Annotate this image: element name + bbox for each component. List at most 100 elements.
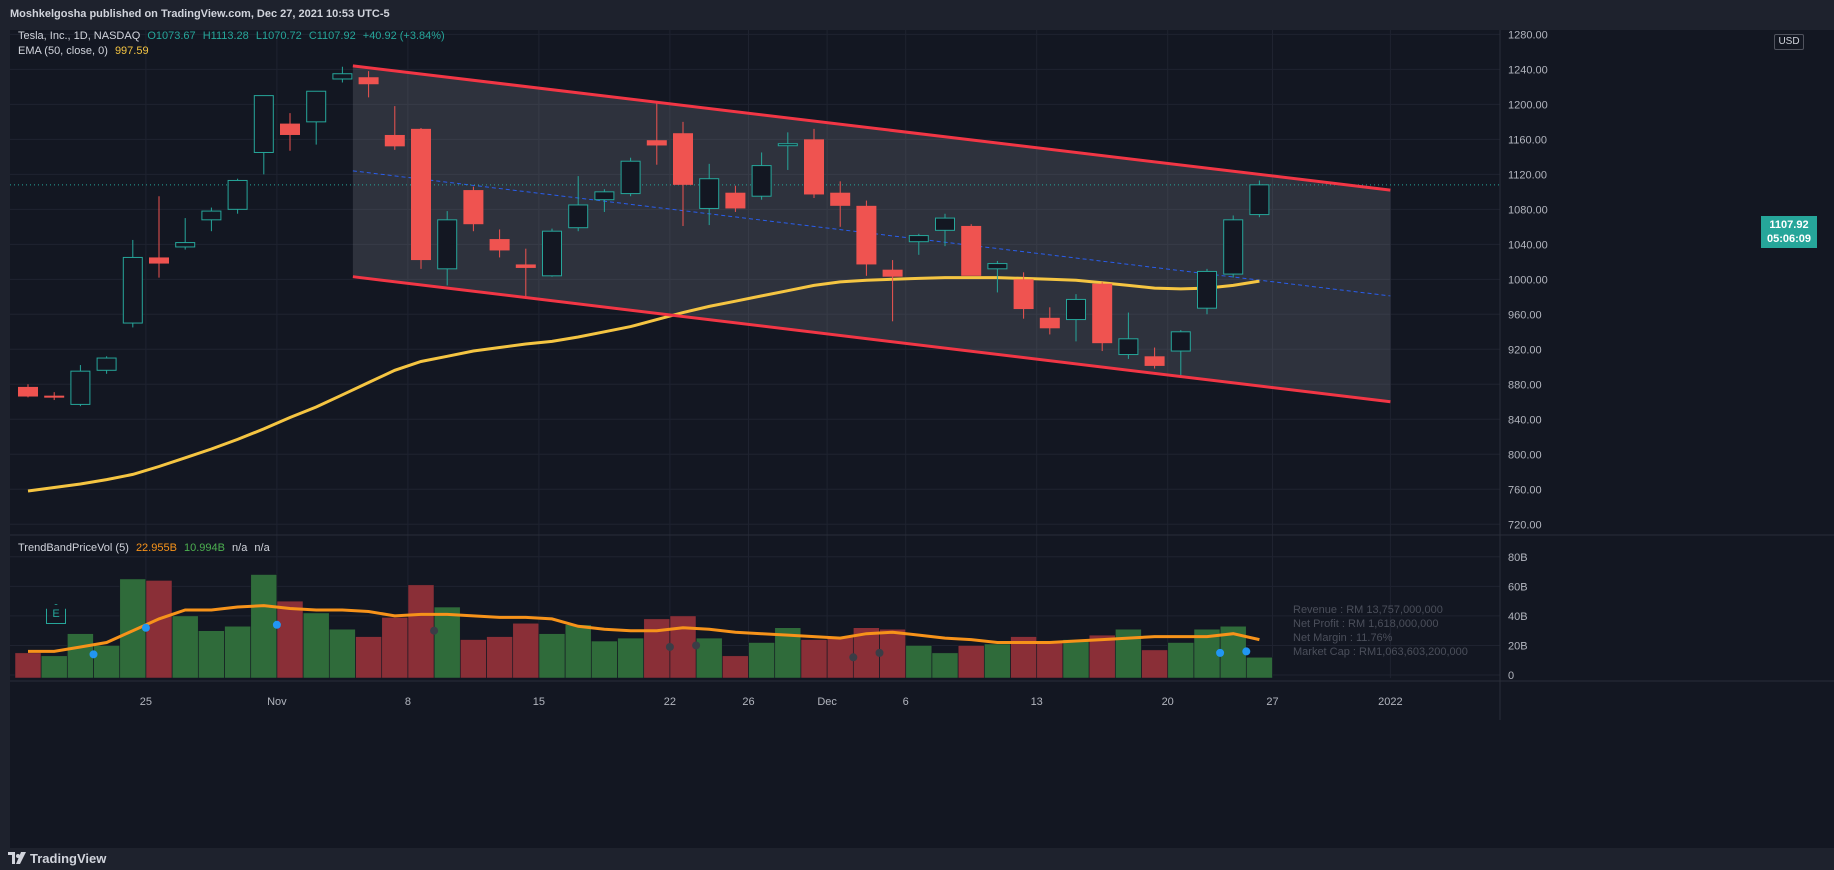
chart-canvas[interactable]: 720.00 760.00 800.00 840.00 880.00 920.00 960.…	[10, 30, 1834, 848]
volume-bar	[198, 630, 225, 679]
volume-na-1: n/a	[232, 542, 248, 554]
candle-body	[594, 191, 615, 201]
volume-na-2: n/a	[254, 542, 270, 554]
symbol-name[interactable]: Tesla, Inc., 1D, NASDAQ	[18, 30, 141, 42]
volume-value-2: 10.994B	[183, 542, 225, 554]
volume-bar	[355, 636, 382, 679]
volume-signal-dot	[272, 620, 281, 629]
candle-body	[987, 263, 1008, 270]
volume-bar	[407, 584, 435, 679]
candle-body	[175, 242, 196, 248]
ohlc-close: C1107.92	[308, 30, 356, 42]
volume-bar	[1036, 642, 1064, 679]
candle-body	[882, 269, 903, 277]
candle-body	[384, 134, 405, 147]
channel-lower-line	[352, 275, 1391, 404]
volume-bar	[1167, 642, 1195, 679]
candle-body	[542, 230, 562, 277]
volume-legend[interactable]: TrendBandPriceVol (5) 22.955B 10.994B n/…	[18, 542, 274, 554]
candle-body	[306, 90, 327, 123]
price-axis-label: 840.00	[1508, 414, 1542, 426]
candle-body	[804, 139, 824, 195]
candle-body	[1197, 270, 1217, 309]
price-axis-label: 1160.00	[1508, 134, 1547, 146]
volume-bar	[1062, 639, 1090, 679]
volume-indicator-label: TrendBandPriceVol (5)	[18, 542, 129, 554]
chart-frame[interactable]: 720.00 760.00 800.00 840.00 880.00 920.00 960.…	[10, 30, 1834, 848]
candle-body	[122, 256, 143, 324]
fundamental-market-cap: Market Cap : RM1,063,603,200,000	[1293, 646, 1468, 658]
price-axis-label: 1280.00	[1508, 30, 1548, 41]
candle-body	[253, 95, 274, 153]
tradingview-logo-icon	[8, 852, 26, 864]
volume-bar	[512, 623, 540, 679]
candle-body	[673, 133, 693, 185]
time-axis-label: 20	[1162, 696, 1174, 708]
candle-body	[908, 235, 929, 243]
price-axis-label: 1200.00	[1508, 99, 1548, 111]
tradingview-logo[interactable]: TradingView	[8, 850, 106, 866]
time-axis-label: 15	[533, 696, 545, 708]
candle-body	[358, 77, 379, 85]
candle-body	[568, 204, 589, 229]
time-axis-label: 22	[664, 696, 676, 708]
volume-axis-label: 60B	[1508, 581, 1528, 593]
candle-body	[1066, 298, 1086, 321]
time-axis-label: Dec	[817, 696, 837, 708]
price-axis-label: 1240.00	[1508, 64, 1548, 76]
fundamental-revenue: Revenue : RM 13,757,000,000	[1293, 604, 1443, 616]
candle-body	[1092, 283, 1113, 344]
time-axis-label: 8	[405, 696, 411, 708]
candle-body	[96, 357, 117, 371]
candle-body	[227, 179, 248, 210]
volume-bar	[381, 617, 409, 679]
earnings-icon[interactable]: E	[46, 604, 66, 624]
time-axis-label: Nov	[267, 696, 287, 708]
time-axis-label: 13	[1031, 696, 1043, 708]
price-axis-label: 880.00	[1508, 379, 1542, 391]
candle-body	[44, 395, 65, 398]
volume-bar	[302, 612, 330, 679]
currency-button[interactable]: USD	[1774, 34, 1804, 50]
candle-body	[620, 160, 641, 195]
volume-bar	[40, 655, 68, 679]
candle-body	[777, 143, 798, 147]
candle-body	[437, 219, 458, 270]
price-axis-label: 800.00	[1508, 449, 1542, 461]
candle-body	[830, 192, 851, 206]
ohlc-high: H1113.28	[202, 30, 249, 42]
candle-body	[149, 257, 169, 264]
volume-bar	[722, 655, 749, 679]
candle-body	[70, 370, 91, 405]
price-axis-label: 920.00	[1508, 344, 1542, 356]
volume-signal-dot	[692, 641, 701, 650]
volume-bar	[538, 633, 566, 679]
volume-bar	[695, 637, 723, 679]
candle-body	[1144, 356, 1165, 366]
time-axis-label: 27	[1266, 696, 1278, 708]
ema-legend[interactable]: EMA (50, close, 0) 997.59	[18, 45, 153, 57]
volume-bar	[145, 580, 173, 679]
volume-bar	[591, 640, 618, 679]
volume-signal-dot	[849, 653, 858, 662]
volume-bar	[564, 624, 592, 679]
volume-axis-label: 0	[1508, 670, 1514, 682]
volume-bar	[93, 645, 120, 679]
volume-signal-dot	[141, 623, 150, 632]
volume-bar	[1141, 649, 1168, 679]
candle-body	[1039, 317, 1060, 329]
volume-signal-dot	[875, 648, 884, 657]
candle-body	[856, 205, 877, 265]
price-axis-label: 1000.00	[1508, 274, 1548, 286]
volume-bar	[931, 652, 959, 679]
volume-bar	[800, 639, 828, 679]
volume-bar	[224, 626, 251, 679]
volume-bar	[67, 633, 94, 679]
footer-brand: TradingView	[30, 850, 107, 866]
volume-bar	[957, 645, 985, 679]
symbol-legend: Tesla, Inc., 1D, NASDAQ O1073.67 H1113.2…	[18, 30, 449, 42]
last-price-value: 1107.92	[1769, 219, 1809, 231]
volume-bar	[1246, 657, 1273, 679]
price-axis-label: 1120.00	[1508, 169, 1547, 181]
fundamental-net-profit: Net Profit : RM 1,618,000,000	[1293, 618, 1439, 630]
